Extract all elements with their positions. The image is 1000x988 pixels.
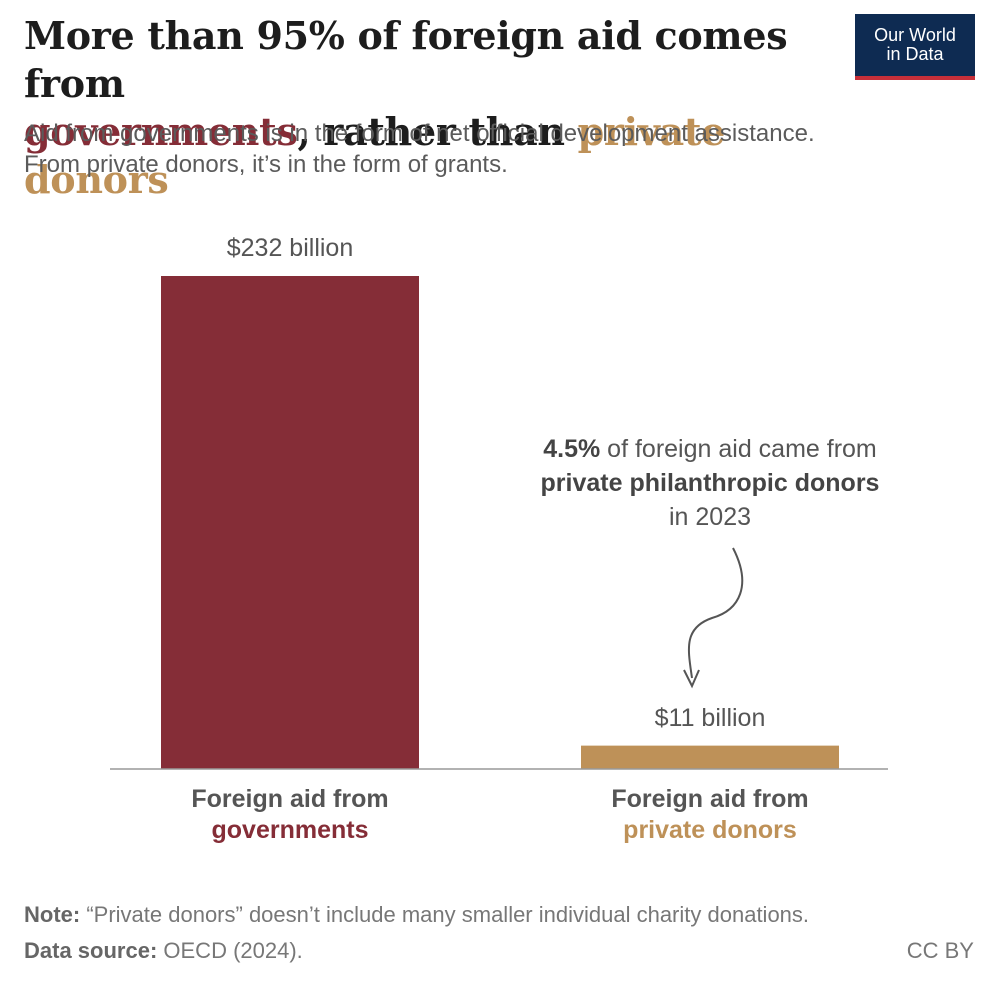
- value-label: $232 billion: [226, 234, 354, 262]
- source-label: Data source:: [24, 938, 158, 963]
- annotation-arrowhead: [683, 669, 700, 689]
- title-line1: More than 95% of foreign aid comes from: [24, 13, 788, 106]
- logo-line2: in Data: [886, 44, 944, 64]
- title-highlight-governments: governments: [24, 109, 298, 154]
- annotation-text1: of foreign aid came from: [600, 435, 877, 463]
- subtitle-line2: From private donors, it’s in the form of…: [24, 151, 508, 178]
- chart-subtitle: Aid from governments is in the form of n…: [24, 118, 974, 180]
- annotation-arrow: [687, 547, 744, 679]
- annotation-text3: in 2023: [668, 503, 752, 531]
- category-label-line1: Foreign aid from: [611, 785, 809, 813]
- footer-source: Data source: OECD (2024).: [24, 938, 303, 964]
- annotation-pct: 4.5%: [543, 435, 601, 463]
- bar-governments[interactable]: [161, 276, 419, 769]
- bar-private-donors[interactable]: [581, 745, 839, 769]
- annotation-bold: private philanthropic donors: [540, 469, 880, 497]
- note-label: Note:: [24, 902, 81, 927]
- subtitle-line1: Aid from governments is in the form of n…: [24, 120, 815, 147]
- chart-title: More than 95% of foreign aid comes from g…: [24, 12, 824, 204]
- owid-logo[interactable]: Our World in Data: [855, 14, 975, 80]
- annotation: 4.5% of foreign aid came from private ph…: [500, 432, 920, 534]
- note-text: “Private donors” doesn’t include many sm…: [80, 902, 810, 927]
- bars-group: [161, 276, 839, 769]
- category-label-line2: private donors: [623, 816, 797, 844]
- category-label: Foreign aid from private donors: [545, 784, 875, 846]
- value-label: $11 billion: [654, 703, 766, 732]
- title-middle: , rather than: [297, 109, 578, 154]
- license-link[interactable]: CC BY: [906, 938, 974, 963]
- source-text: OECD (2024).: [157, 938, 303, 963]
- title-highlight-private: private donors: [24, 109, 726, 202]
- category-label: Foreign aid from governments: [125, 784, 455, 846]
- category-label-line2: governments: [211, 816, 369, 844]
- category-label-line1: Foreign aid from: [191, 785, 389, 813]
- footer-note: Note: “Private donors” doesn’t include m…: [24, 902, 809, 928]
- logo-line1: Our World: [874, 25, 956, 45]
